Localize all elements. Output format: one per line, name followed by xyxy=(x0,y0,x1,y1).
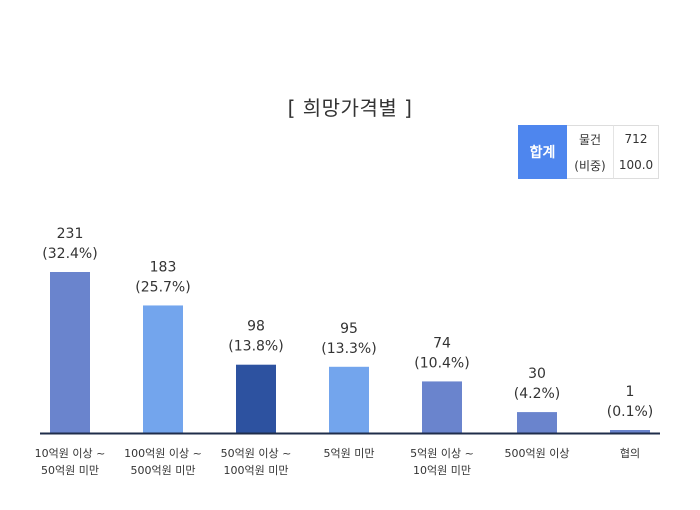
bar-value-label: 95 xyxy=(340,321,358,337)
bar-percent-label: (13.3%) xyxy=(321,341,376,357)
summary-total-label: 합계 xyxy=(518,125,567,179)
x-tick-label: 50억원 미만 xyxy=(41,464,99,477)
x-tick-label: 10억원 미만 xyxy=(413,464,471,477)
x-tick-label: 500억원 미만 xyxy=(131,464,196,477)
bar xyxy=(50,272,90,433)
x-tick-label: 50억원 이상 ~ xyxy=(221,447,292,460)
bar-value-label: 183 xyxy=(150,259,177,275)
bar xyxy=(610,430,650,433)
bar-percent-label: (25.7%) xyxy=(135,279,190,295)
bar-value-label: 231 xyxy=(57,226,84,242)
bar-percent-label: (32.4%) xyxy=(42,246,97,262)
bar-value-label: 74 xyxy=(433,335,451,351)
summary-table: 합계 물건 712 (비중) 100.0 xyxy=(518,125,659,179)
bar-percent-label: (0.1%) xyxy=(607,404,654,420)
bar-value-label: 98 xyxy=(247,319,265,335)
summary-count-value: 712 xyxy=(614,125,659,153)
chart-title: [ 희망가격별 ] xyxy=(287,96,413,120)
bar xyxy=(236,364,276,433)
bar-value-label: 1 xyxy=(626,384,635,400)
bar xyxy=(329,366,369,433)
x-tick-label: 500억원 이상 xyxy=(505,447,570,460)
x-tick-label: 5억원 이상 ~ xyxy=(410,447,474,460)
bar-percent-label: (13.8%) xyxy=(228,339,283,355)
summary-share-value: 100.0 xyxy=(614,152,659,179)
bar xyxy=(517,412,557,433)
bar-value-label: 30 xyxy=(528,366,546,382)
x-tick-label: 100억원 미만 xyxy=(224,464,289,477)
x-tick-label: 10억원 이상 ~ xyxy=(35,447,106,460)
x-tick-label: 5억원 미만 xyxy=(324,447,375,460)
x-tick-label: 협의 xyxy=(620,447,640,460)
summary-share-label: (비중) xyxy=(567,152,614,179)
bar xyxy=(422,381,462,433)
bar xyxy=(143,305,183,433)
bar-percent-label: (10.4%) xyxy=(414,355,469,371)
x-tick-label: 100억원 이상 ~ xyxy=(124,447,202,460)
bar-percent-label: (4.2%) xyxy=(514,386,561,402)
summary-count-label: 물건 xyxy=(567,125,614,153)
